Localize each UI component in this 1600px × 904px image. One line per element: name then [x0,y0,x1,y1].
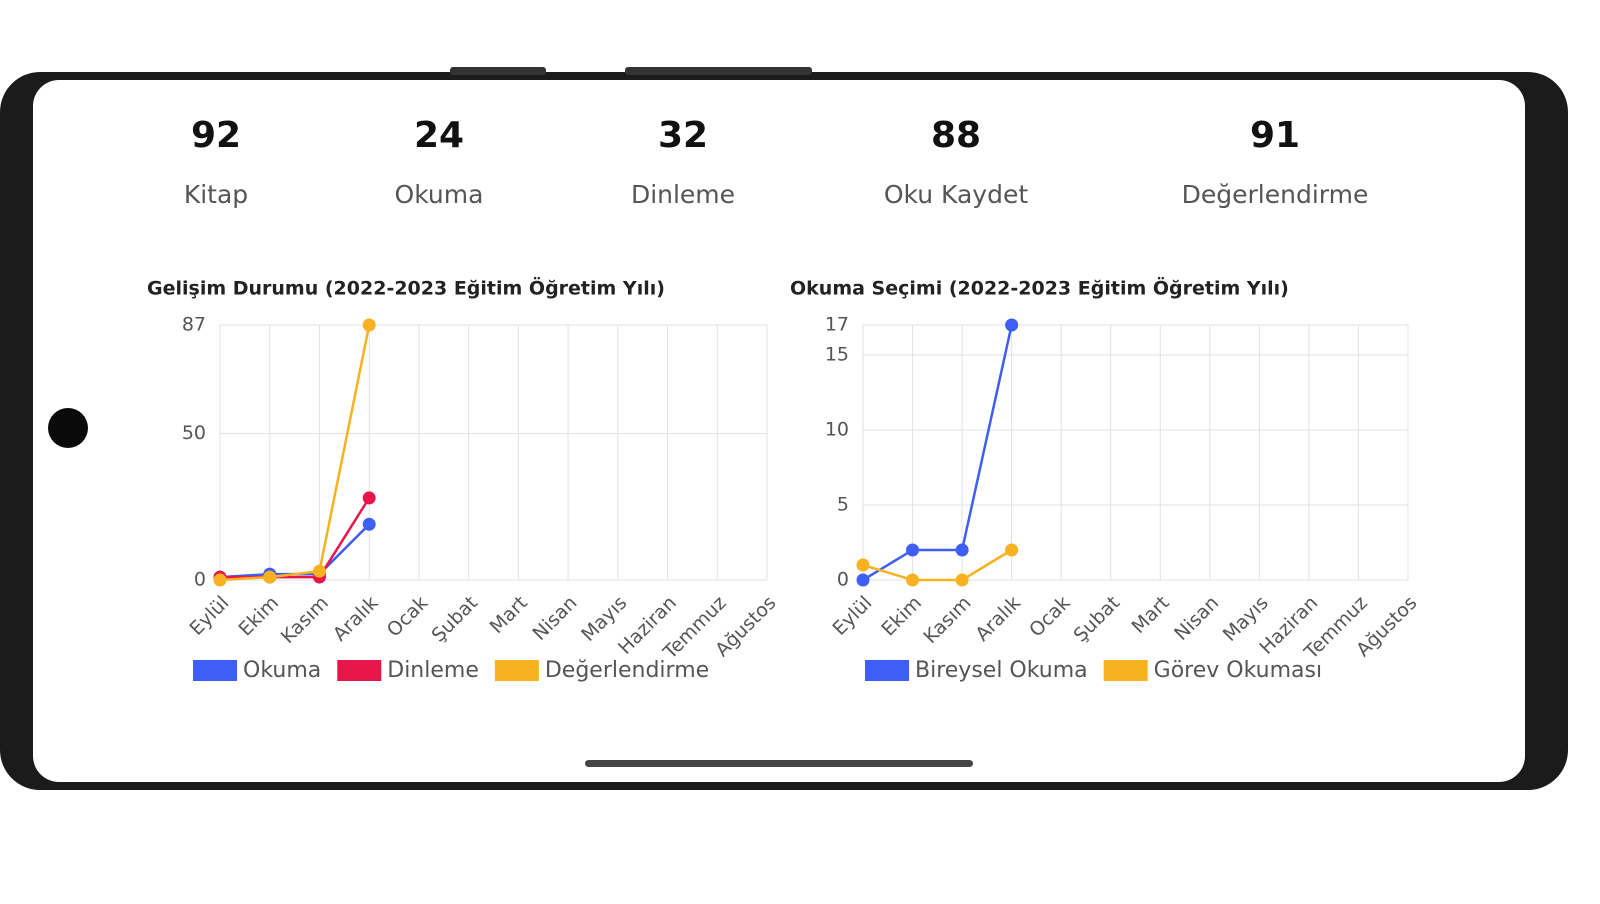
y-tick-label: 0 [837,569,849,591]
chart-title: Okuma Seçimi (2022-2023 Eğitim Öğretim Y… [790,276,1289,300]
legend-swatch [865,660,909,681]
stat-label: Kitap [184,180,248,209]
stat-label: Dinleme [631,180,735,209]
legend-swatch [1103,660,1148,681]
camera [48,408,88,448]
legend-label: Değerlendirme [545,658,709,683]
phone-button [450,67,546,75]
legend-swatch [494,660,539,681]
series-line [220,497,371,579]
chart-title: Gelişim Durumu (2022-2023 Eğitim Öğretim… [147,276,665,300]
data-point [856,573,870,587]
stat-label: Değerlendirme [1182,180,1369,209]
y-tick-label: 5 [837,494,849,516]
y-tick-label: 0 [194,569,206,591]
legend-label: Bireysel Okuma [915,658,1088,683]
legend-swatch [193,660,237,681]
data-point [263,570,277,584]
data-point [362,491,376,505]
stat-label: Oku Kaydet [884,180,1028,209]
data-point [362,517,376,531]
phone-button [625,67,812,75]
data-point [213,573,227,587]
stat-value: 91 [1250,115,1300,156]
legend-label: Dinleme [387,658,479,683]
data-point [906,543,920,557]
legend-swatch [337,660,382,681]
stat-value: 24 [414,115,464,156]
y-tick-label: 15 [825,344,849,366]
legend-label: Okuma [243,658,321,683]
series-line [219,324,371,582]
stat-value: 92 [191,115,241,156]
y-tick-label: 10 [825,419,849,441]
series-line [862,548,1013,582]
data-point [856,558,870,572]
data-point [906,573,920,587]
stat-value: 32 [658,115,708,156]
data-point [955,543,969,557]
data-point [1005,543,1019,557]
series-line [862,324,1013,582]
home-bar [585,760,973,767]
phone-screen [33,80,1525,782]
data-point [955,573,969,587]
data-point [362,318,376,332]
y-tick-label: 50 [182,422,206,444]
y-tick-label: 87 [182,314,206,336]
data-point [1005,318,1019,332]
y-tick-label: 17 [825,314,849,336]
data-point [312,564,326,578]
stat-value: 88 [931,115,981,156]
stat-label: Okuma [395,180,484,209]
legend-label: Görev Okuması [1154,658,1322,683]
